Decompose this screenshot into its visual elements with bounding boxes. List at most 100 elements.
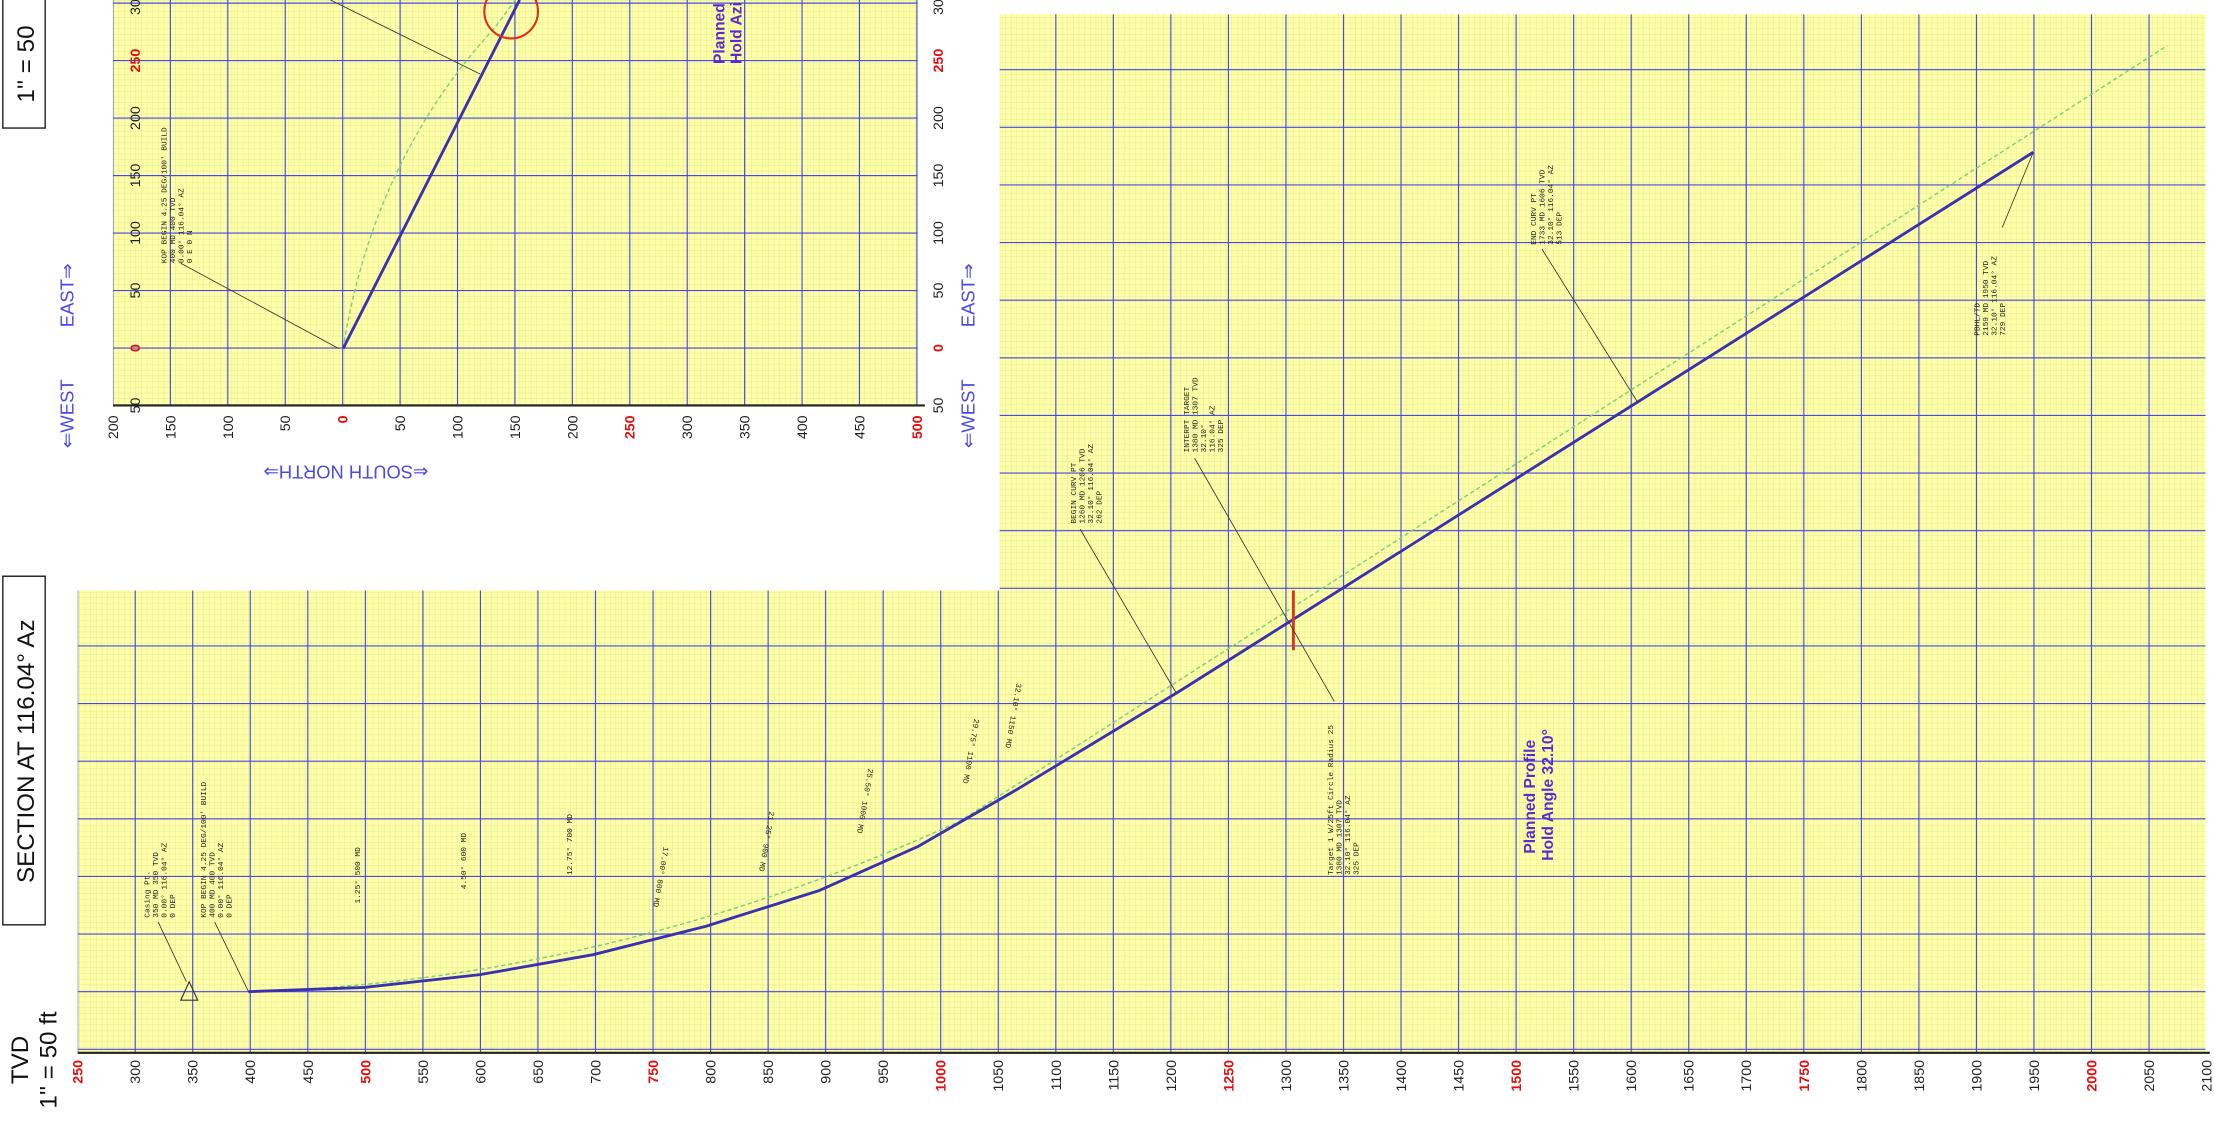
y-tick-label: 200: [128, 106, 144, 130]
y-tick-label: 150: [931, 164, 947, 188]
annotation: 1260 MD 1206 TVD: [1079, 448, 1087, 523]
annotation: 325 DEP: [1218, 419, 1226, 452]
annotation: 2159 MD 1950 TVD: [1983, 260, 1991, 335]
x-tick-label: 1200: [1164, 1060, 1180, 1092]
annotation: PBHL/TD: [1975, 303, 1983, 336]
plan-label: Hold Azi: [728, 2, 745, 64]
profile-label: Planned Profile: [1522, 740, 1539, 854]
inclination-label: 12.75° 700 MD: [566, 814, 575, 875]
x-tick-label: 850: [761, 1060, 777, 1084]
x-tick-label: 700: [588, 1060, 604, 1084]
annotation: 513 DEP: [1557, 212, 1565, 245]
annotation: 0 DEP: [170, 894, 178, 918]
annotation: 116.04° AZ: [1208, 405, 1217, 452]
x-tick-label: 250: [623, 415, 639, 439]
annotation: 0.00° 116.04° AZ: [178, 188, 187, 263]
x-tick-label: 1300: [1279, 1060, 1295, 1092]
x-tick-label: 150: [163, 415, 179, 439]
annotation: 32.10°: [1200, 424, 1209, 452]
x-tick-label: 1450: [1452, 1060, 1468, 1092]
planned-path: [342, 0, 516, 349]
x-tick-label: 800: [704, 1060, 720, 1084]
x-tick-label: 1900: [1969, 1060, 1985, 1092]
x-tick-label: 1050: [991, 1060, 1007, 1092]
annotation: Casing Pt.: [145, 871, 153, 918]
plan-label: Planned: [711, 3, 728, 64]
x-tick-label: 1400: [1394, 1060, 1410, 1092]
x-tick-label: 1500: [1509, 1060, 1525, 1092]
annotation: 32.10° 116.04° AZ: [1087, 444, 1096, 524]
x-tick-label: 300: [680, 415, 696, 439]
x-tick-label: 1850: [1912, 1060, 1928, 1092]
x-tick-label: 1250: [1221, 1060, 1237, 1092]
actual-path: [341, 0, 521, 350]
x-tick-label: 1000: [934, 1060, 950, 1092]
x-tick-label: 400: [795, 415, 811, 439]
annotation: INTERPT TARGET: [1184, 386, 1192, 452]
y-tick-label: 0: [128, 344, 144, 352]
plan-scale: 1'' = 50: [13, 25, 40, 102]
x-tick-label: 350: [738, 415, 754, 439]
x-tick-label: 500: [358, 1060, 374, 1084]
section-title: SECTION AT 116.04° Az: [13, 619, 40, 883]
annotation: KOP BEGIN 4.25 DEG/100' BUILD: [201, 781, 209, 917]
x-tick-label: 2000: [2084, 1060, 2100, 1092]
annotation: 262 DEP: [1096, 490, 1104, 523]
annotation: BEGIN CURV PT: [1071, 462, 1079, 523]
plan-drawing: [180, 0, 540, 350]
planned-profile: [248, 44, 2168, 993]
profile-label: Hold Angle 32.10°: [1540, 729, 1557, 861]
east-label: EAST⇒: [56, 263, 77, 327]
x-tick-label: 900: [819, 1060, 835, 1084]
x-tick-label: 2100: [2200, 1060, 2214, 1092]
section-grid-bg: [77, 14, 2206, 1053]
actual-profile: [248, 151, 2035, 994]
x-tick-label: 1700: [1739, 1060, 1755, 1092]
annotation: 1380 MD 1307 TVD: [1192, 377, 1200, 452]
y-tick-label: 50: [931, 283, 947, 299]
casing-symbol: [179, 980, 199, 1001]
west-label: ⇐WEST: [56, 379, 77, 448]
section-scale: 1'' = 50 ft: [36, 1011, 63, 1109]
annotation: 1733 MD 1606 TVD: [1540, 169, 1548, 244]
section-drawing: [157, 44, 2168, 1001]
x-tick-label: 1950: [2027, 1060, 2043, 1092]
x-tick-label: 50: [393, 415, 409, 431]
x-tick-label: 1550: [1567, 1060, 1583, 1092]
x-tick-label: 1800: [1854, 1060, 1870, 1092]
annotation: 400 MD 400 TVD: [210, 852, 218, 918]
x-tick-label: 1600: [1624, 1060, 1640, 1092]
x-tick-label: 350: [186, 1060, 202, 1084]
annotation: 350 MD 350 TVD: [153, 852, 161, 918]
y-tick-label: 250: [128, 49, 144, 73]
x-tick-label: 750: [646, 1060, 662, 1084]
y-tick-label: 150: [128, 164, 144, 188]
y-tick-label: 50: [931, 397, 947, 413]
plan-grid: [112, 0, 918, 406]
x-tick-label: 200: [106, 415, 122, 439]
x-tick-label: 50: [278, 415, 294, 431]
x-tick-label: 2050: [2142, 1060, 2158, 1092]
west-label: ⇐WEST: [957, 379, 978, 448]
scale-box: [2, 0, 46, 129]
axis-label: TVD: [7, 1036, 34, 1084]
title-box: [2, 575, 46, 926]
annotation: 0.00° 116.04° AZ: [161, 842, 170, 917]
annotation: 400 MD 400 TVD: [170, 197, 178, 263]
x-tick-label: 450: [301, 1060, 317, 1084]
x-tick-label: 400: [243, 1060, 259, 1084]
east-label: EAST⇒: [957, 263, 978, 327]
annotation: 325 DEP: [1353, 842, 1361, 875]
leader: [180, 262, 340, 349]
annotation: 32.10° 116.04° AZ: [1991, 256, 2000, 336]
leader: [329, 0, 481, 75]
annotation: 1380 MD 1307 TVD: [1336, 800, 1344, 875]
x-tick-label: 1350: [1336, 1060, 1352, 1092]
x-tick-label: 450: [852, 415, 868, 439]
x-tick-label: 300: [128, 1060, 144, 1084]
x-tick-label: 100: [451, 415, 467, 439]
x-tick-label: 950: [876, 1060, 892, 1084]
annotation: 729 DEP: [2000, 303, 2008, 336]
leaders: [157, 152, 2034, 992]
x-tick-label: 1750: [1797, 1060, 1813, 1092]
